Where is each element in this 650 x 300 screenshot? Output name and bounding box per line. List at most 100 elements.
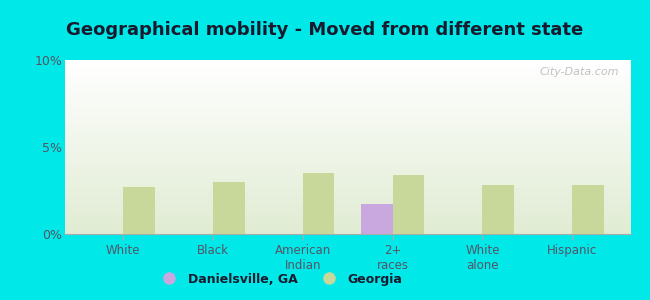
Bar — [65, 212, 630, 213]
Bar — [65, 116, 630, 117]
Legend: Danielsville, GA, Georgia: Danielsville, GA, Georgia — [151, 268, 408, 291]
Bar — [65, 187, 630, 189]
Bar — [65, 163, 630, 164]
Bar — [65, 169, 630, 171]
Bar — [65, 90, 630, 91]
Bar — [65, 121, 630, 123]
Bar — [65, 159, 630, 161]
Bar — [65, 222, 630, 224]
Bar — [65, 107, 630, 109]
Bar — [65, 131, 630, 133]
Bar — [65, 67, 630, 69]
Bar — [65, 182, 630, 184]
Bar — [65, 105, 630, 107]
Bar — [65, 70, 630, 72]
Bar — [303, 173, 334, 234]
Bar — [65, 199, 630, 201]
Bar — [65, 224, 630, 225]
Bar — [65, 126, 630, 128]
Bar — [361, 204, 393, 234]
Bar — [65, 168, 630, 170]
Bar — [65, 109, 630, 110]
Bar — [65, 227, 630, 229]
Bar — [65, 69, 630, 70]
Bar — [65, 149, 630, 151]
Bar — [65, 112, 630, 114]
Bar — [65, 225, 630, 227]
Bar — [65, 213, 630, 215]
Bar — [65, 79, 630, 81]
Bar — [65, 142, 630, 143]
Bar — [65, 133, 630, 135]
Bar — [65, 220, 630, 222]
Bar — [65, 147, 630, 149]
Bar — [65, 124, 630, 126]
Bar — [65, 177, 630, 178]
Bar — [65, 88, 630, 90]
Bar — [65, 161, 630, 163]
Bar — [65, 203, 630, 204]
Bar — [393, 175, 424, 234]
Text: City-Data.com: City-Data.com — [540, 67, 619, 77]
Bar — [65, 206, 630, 208]
Bar — [65, 190, 630, 192]
Bar — [65, 81, 630, 82]
Bar — [65, 140, 630, 142]
Bar — [65, 143, 630, 145]
Bar — [65, 97, 630, 98]
Bar — [65, 158, 630, 159]
Bar — [65, 184, 630, 185]
Bar — [482, 185, 514, 234]
Bar — [65, 173, 630, 175]
Bar — [65, 72, 630, 74]
Bar — [65, 93, 630, 95]
Bar — [65, 65, 630, 67]
Bar — [65, 60, 630, 62]
Bar — [65, 138, 630, 140]
Bar — [65, 103, 630, 105]
Bar — [65, 130, 630, 131]
Bar — [65, 154, 630, 156]
Bar — [65, 185, 630, 187]
Bar — [65, 77, 630, 79]
Bar — [65, 151, 630, 152]
Bar — [65, 171, 630, 173]
Bar — [65, 210, 630, 212]
Bar — [65, 201, 630, 203]
Bar — [65, 128, 630, 130]
Bar — [65, 114, 630, 116]
Bar — [213, 182, 244, 234]
Bar — [65, 123, 630, 124]
Bar — [65, 86, 630, 88]
Bar — [65, 119, 630, 121]
Bar — [65, 229, 630, 230]
Bar — [65, 100, 630, 102]
Bar — [65, 218, 630, 220]
Bar — [65, 197, 630, 199]
Bar — [65, 136, 630, 138]
Bar — [65, 156, 630, 158]
Bar — [65, 84, 630, 86]
Bar — [65, 74, 630, 76]
Bar — [65, 64, 630, 65]
Bar — [65, 76, 630, 77]
Bar — [65, 135, 630, 137]
Bar — [65, 180, 630, 182]
Bar — [65, 192, 630, 194]
Bar — [65, 164, 630, 166]
Bar — [65, 102, 630, 103]
Bar — [65, 152, 630, 154]
Bar — [65, 215, 630, 217]
Bar — [65, 208, 630, 210]
Bar — [65, 194, 630, 196]
Bar — [65, 178, 630, 180]
Bar — [65, 110, 630, 112]
Bar — [572, 185, 604, 234]
Bar — [65, 62, 630, 64]
Bar — [65, 91, 630, 93]
Bar — [65, 95, 630, 97]
Bar — [65, 145, 630, 147]
Bar — [65, 204, 630, 206]
Bar — [65, 175, 630, 177]
Bar — [65, 196, 630, 197]
